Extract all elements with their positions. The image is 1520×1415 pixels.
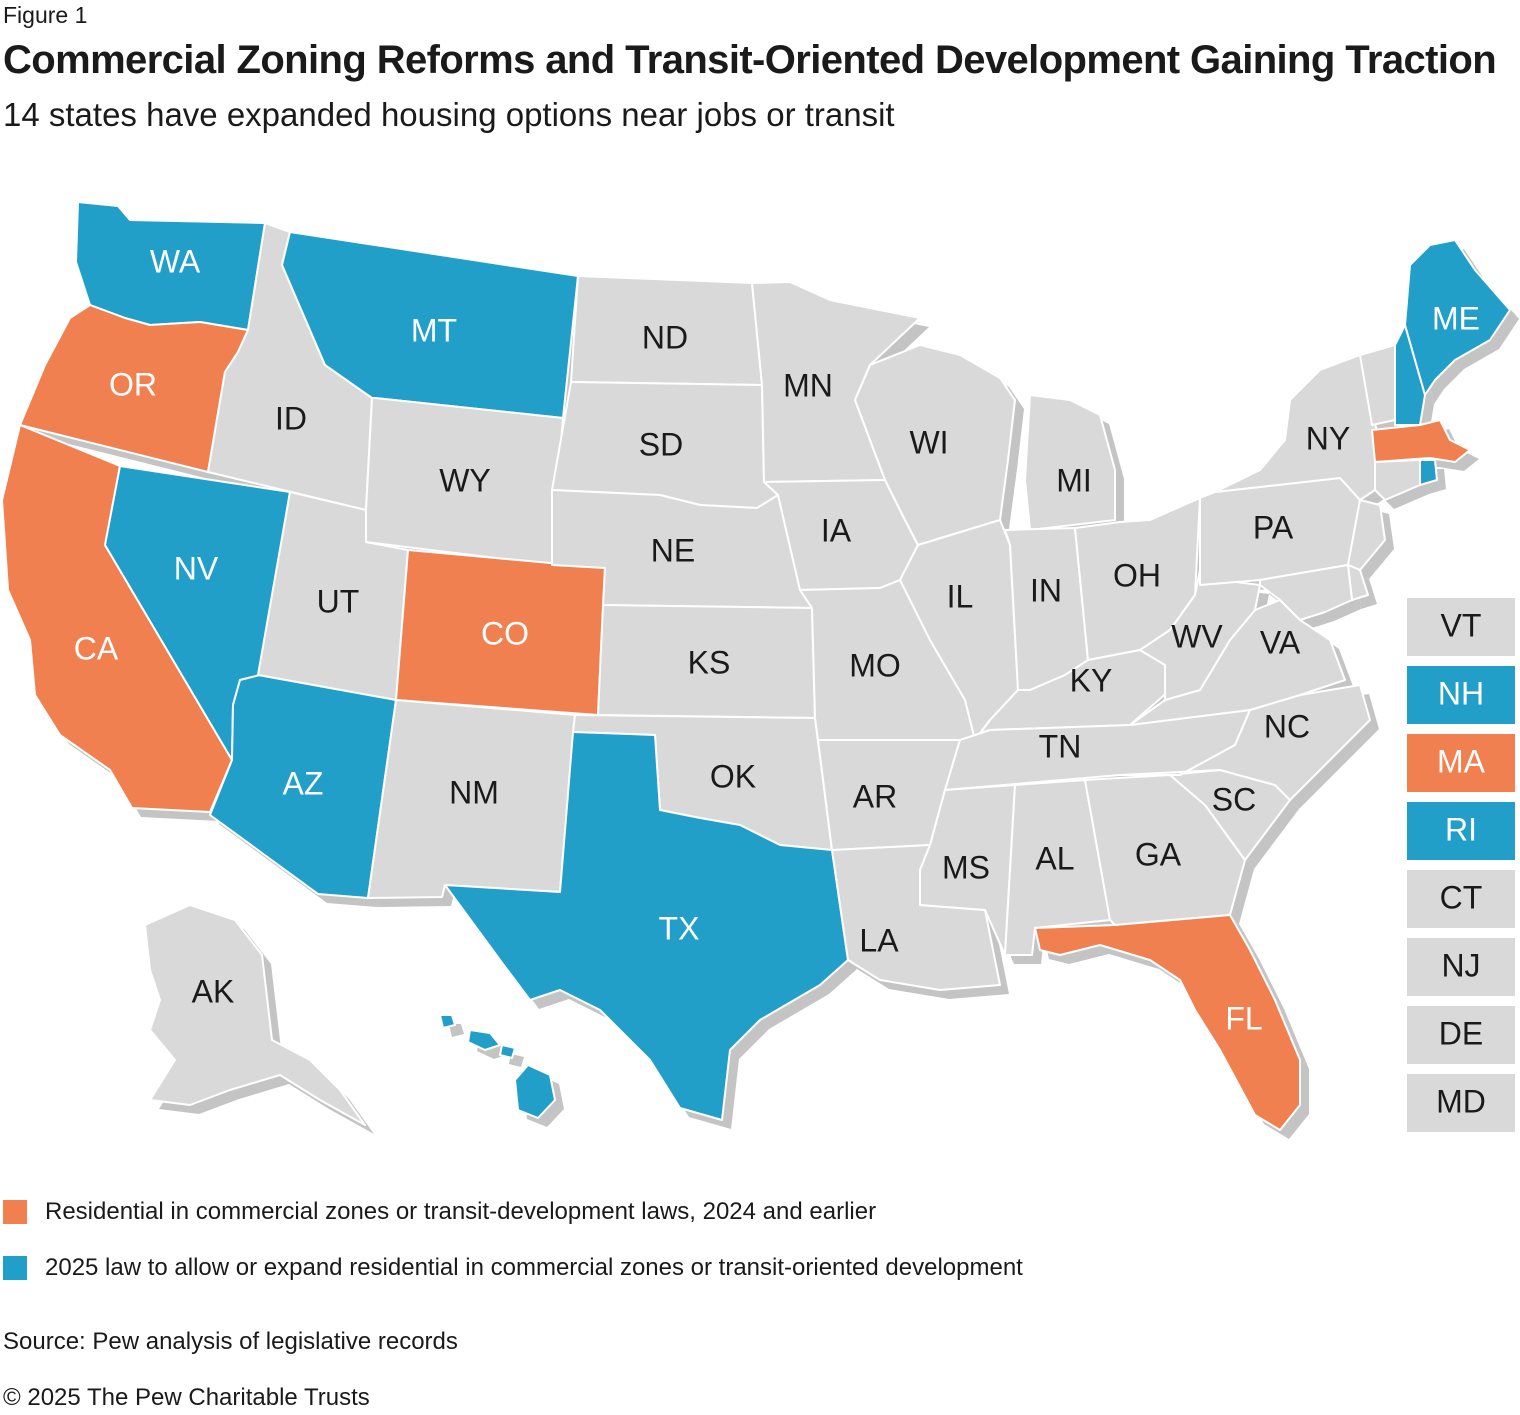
state-label-az: AZ — [283, 765, 324, 801]
state-label-ar: AR — [853, 778, 897, 814]
legend-swatch-blue — [3, 1256, 27, 1280]
state-fl — [1034, 914, 1301, 1131]
state-mi — [1024, 394, 1116, 531]
small-state-box-fill — [1407, 666, 1515, 724]
small-state-box-fill — [1407, 938, 1515, 996]
state-me — [1404, 239, 1511, 396]
state-label-in: IN — [1030, 572, 1062, 608]
state-label-hi: HI — [450, 1072, 482, 1108]
chart-subtitle: 14 states have expanded housing options … — [3, 96, 895, 133]
state-tx — [444, 731, 849, 1121]
state-shapes — [1, 201, 1511, 1131]
state-label-mn: MN — [783, 367, 833, 403]
legend-swatch-orange — [3, 1200, 27, 1224]
state-label-wv: WV — [1171, 618, 1223, 654]
state-ak — [144, 904, 366, 1126]
state-label-ne: NE — [651, 532, 695, 568]
copyright-note: © 2025 The Pew Charitable Trusts — [3, 1384, 370, 1411]
state-label-ny: NY — [1306, 420, 1350, 456]
state-label-or: OR — [109, 366, 157, 402]
state-label-mo: MO — [849, 647, 901, 683]
state-label-mt: MT — [411, 312, 457, 348]
state-label-wa: WA — [150, 243, 201, 279]
state-label-la: LA — [859, 922, 899, 958]
small-state-boxes: VT NH MA RI CT NJ DE MD — [1407, 598, 1515, 1132]
state-label-wi: WI — [909, 424, 948, 460]
state-label-ks: KS — [688, 644, 731, 680]
small-state-box-ri: RI — [1407, 802, 1515, 860]
small-state-box-md: MD — [1407, 1074, 1515, 1132]
source-note: Source: Pew analysis of legislative reco… — [3, 1328, 458, 1355]
state-label-il: IL — [947, 578, 974, 614]
state-ny — [1214, 354, 1386, 501]
legend-item-2025: 2025 law to allow or expand residential … — [3, 1254, 1023, 1282]
state-label-ut: UT — [317, 583, 360, 619]
state-label-co: CO — [481, 615, 529, 651]
state-nc — [1119, 684, 1371, 801]
state-nh — [1394, 324, 1426, 426]
state-label-nd: ND — [642, 319, 688, 355]
state-ri — [1419, 459, 1438, 486]
small-state-box-fill — [1407, 870, 1515, 928]
state-label-ak: AK — [192, 973, 235, 1009]
state-label-tx: TX — [659, 910, 700, 946]
state-label-oh: OH — [1113, 557, 1161, 593]
state-label-tn: TN — [1039, 728, 1082, 764]
state-md — [1259, 564, 1353, 621]
state-label-sd: SD — [639, 426, 683, 462]
state-label-al: AL — [1035, 840, 1074, 876]
state-label-nc: NC — [1264, 708, 1310, 744]
legend-label: 2025 law to allow or expand residential … — [45, 1254, 1023, 1281]
chart-title: Commercial Zoning Reforms and Transit-Or… — [3, 38, 1497, 82]
state-label-ky: KY — [1070, 662, 1113, 698]
us-map: WA OR CA NV ID MT WY UT AZ CO NM ND SD NE KS OK TX MN IA MO… — [1, 201, 1519, 1139]
small-state-label-ct: CT — [1440, 879, 1483, 915]
small-state-label-vt: VT — [1441, 607, 1482, 643]
state-label-nm: NM — [449, 774, 499, 810]
state-label-id: ID — [275, 400, 307, 436]
state-label-mi: MI — [1056, 462, 1092, 498]
state-nj — [1347, 499, 1386, 571]
small-state-label-md: MD — [1436, 1083, 1486, 1119]
state-label-va: VA — [1260, 624, 1301, 660]
state-label-sc: SC — [1212, 781, 1256, 817]
state-label-ca: CA — [74, 630, 119, 666]
small-state-box-fill — [1407, 1006, 1515, 1064]
state-ct — [1374, 459, 1421, 501]
state-label-ga: GA — [1135, 836, 1182, 872]
small-state-box-fill — [1407, 802, 1515, 860]
small-state-box-nh: NH — [1407, 666, 1515, 724]
small-state-box-vt: VT — [1407, 598, 1515, 656]
state-label-ok: OK — [710, 758, 756, 794]
small-state-label-de: DE — [1439, 1015, 1483, 1051]
small-state-box-fill — [1407, 1074, 1515, 1132]
legend-label: Residential in commercial zones or trans… — [45, 1198, 877, 1225]
small-state-label-nj: NJ — [1441, 947, 1480, 983]
small-state-box-nj: NJ — [1407, 938, 1515, 996]
state-label-ms: MS — [942, 849, 990, 885]
state-labels: WA OR CA NV ID MT WY UT AZ CO NM ND SD NE KS OK TX MN IA MO… — [74, 243, 1480, 1108]
small-state-box-fill — [1407, 734, 1515, 792]
figure-label: Figure 1 — [3, 2, 88, 28]
state-wv — [1139, 569, 1261, 701]
state-label-pa: PA — [1253, 509, 1294, 545]
small-state-label-nh: NH — [1438, 675, 1484, 711]
small-state-label-ma: MA — [1437, 743, 1486, 779]
small-state-label-ri: RI — [1445, 811, 1477, 847]
state-hi — [439, 1014, 556, 1119]
small-state-box-ma: MA — [1407, 734, 1515, 792]
small-state-box-de: DE — [1407, 1006, 1515, 1064]
state-label-ia: IA — [821, 512, 852, 548]
small-state-box-ct: CT — [1407, 870, 1515, 928]
state-label-nv: NV — [174, 550, 219, 586]
state-label-me: ME — [1432, 300, 1480, 336]
legend-item-pre-2025: Residential in commercial zones or trans… — [3, 1198, 876, 1226]
state-label-fl: FL — [1225, 1000, 1262, 1036]
small-state-box-fill — [1407, 598, 1515, 656]
state-label-wy: WY — [439, 462, 491, 498]
